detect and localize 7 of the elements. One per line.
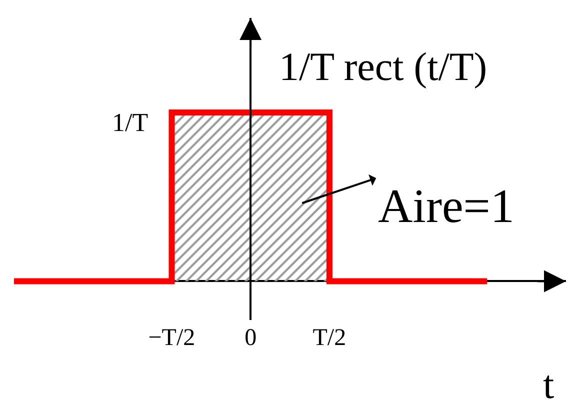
annotation: 1/T bbox=[112, 108, 148, 137]
annotation: Aire=1 bbox=[378, 180, 514, 233]
x-tick-label: −T/2 bbox=[148, 325, 196, 351]
y-axis-title: 1/T rect (t/T) bbox=[279, 44, 488, 89]
x-tick-label: T/2 bbox=[312, 325, 346, 351]
x-axis-title: t bbox=[543, 362, 554, 402]
x-tick-label: 0 bbox=[244, 325, 257, 351]
